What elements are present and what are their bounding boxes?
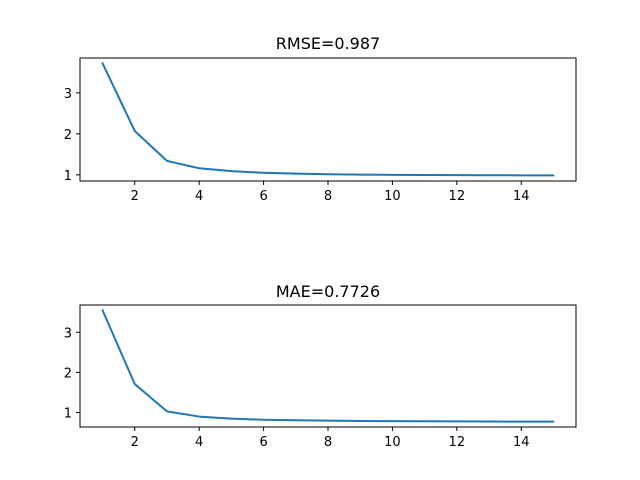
x-tick-label: 4: [195, 189, 203, 204]
series-group: [101, 62, 555, 177]
x-axis: 2 4 6 8 10 12 14: [131, 427, 530, 450]
x-tick-label: 14: [513, 435, 530, 450]
subplot-rmse: RMSE=0.987 2 4 6 8 10 12 14 123: [64, 34, 577, 204]
x-tick-label: 8: [324, 189, 332, 204]
x-tick-label: 12: [449, 435, 466, 450]
x-tick-label: 8: [324, 435, 332, 450]
y-tick-label: 1: [64, 169, 72, 184]
y-tick-label: 1: [64, 407, 72, 422]
y-tick-label: 3: [64, 326, 72, 341]
x-tick-label: 12: [449, 189, 466, 204]
y-tick-label: 3: [64, 87, 72, 102]
x-tick-label: 2: [131, 189, 139, 204]
x-tick-label: 4: [195, 435, 203, 450]
x-axis: 2 4 6 8 10 12 14: [131, 181, 530, 204]
x-tick-label: 10: [384, 189, 401, 204]
y-axis: 1 2 3: [64, 87, 80, 184]
x-tick-label: 10: [384, 435, 401, 450]
subplot-title: MAE=0.7726: [276, 282, 380, 301]
x-tick-label: 14: [513, 189, 530, 204]
x-tick-label: 2: [131, 435, 139, 450]
x-tick-label: 6: [259, 435, 267, 450]
y-axis: 1 2 3: [64, 326, 80, 422]
y-tick-label: 2: [64, 128, 72, 143]
x-tick-label: 6: [259, 189, 267, 204]
subplot-title: RMSE=0.987: [276, 34, 380, 53]
series-group: [101, 309, 555, 423]
subplot-mae: MAE=0.7726 2 4 6 8 10 12 14 123: [64, 282, 577, 450]
y-tick-label: 2: [64, 366, 72, 381]
